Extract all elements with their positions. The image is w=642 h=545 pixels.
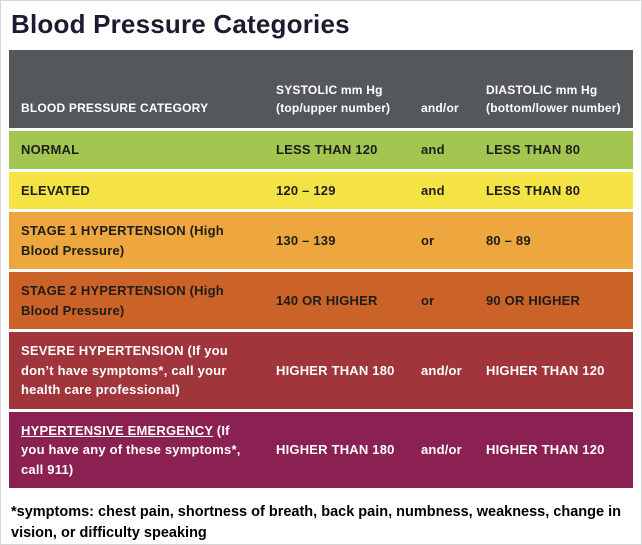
- symptoms-footnote: *symptoms: chest pain, shortness of brea…: [11, 504, 621, 542]
- table-row: ELEVATED 120 – 129 and LESS THAN 80: [9, 171, 633, 210]
- category-cell: SEVERE HYPERTENSION (If you don’t have s…: [9, 332, 264, 409]
- blood-pressure-table: BLOOD PRESSURE CATEGORY SYSTOLIC mm Hg (…: [9, 50, 633, 488]
- systolic-cell: 130 – 139: [276, 232, 336, 248]
- category-text: (If you have any of these symptoms*, cal…: [21, 422, 241, 477]
- diastolic-cell: LESS THAN 80: [486, 182, 581, 198]
- table-header-row: BLOOD PRESSURE CATEGORY SYSTOLIC mm Hg (…: [9, 50, 633, 128]
- category-cell: NORMAL: [9, 131, 264, 169]
- diastolic-cell: 80 – 89: [486, 232, 531, 248]
- table-row: SEVERE HYPERTENSION (If you don’t have s…: [9, 332, 633, 409]
- connector-cell: and/or: [421, 362, 462, 378]
- table-row: NORMAL LESS THAN 120 and LESS THAN 80: [9, 131, 633, 169]
- table-row: STAGE 1 HYPERTENSION (High Blood Pressur…: [9, 212, 633, 269]
- systolic-cell: HIGHER THAN 180: [276, 442, 395, 457]
- category-text: NORMAL: [21, 142, 80, 157]
- category-cell: HYPERTENSIVE EMERGENCY (If you have any …: [9, 412, 264, 489]
- connector-cell: or: [421, 292, 435, 308]
- header-systolic: SYSTOLIC mm Hg (top/upper number): [276, 83, 391, 115]
- connector-cell: or: [421, 232, 435, 248]
- diastolic-cell: LESS THAN 80: [486, 142, 581, 157]
- connector-cell: and: [421, 182, 445, 198]
- connector-cell: and: [421, 142, 445, 157]
- category-underline-text: HYPERTENSIVE EMERGENCY: [21, 422, 213, 438]
- systolic-cell: LESS THAN 120: [276, 142, 378, 157]
- systolic-cell: 120 – 129: [276, 182, 336, 198]
- table-body: NORMAL LESS THAN 120 and LESS THAN 80 EL…: [9, 131, 633, 488]
- diastolic-cell: HIGHER THAN 120: [486, 362, 605, 378]
- category-cell: STAGE 1 HYPERTENSION (High Blood Pressur…: [9, 212, 264, 269]
- diastolic-cell: HIGHER THAN 120: [486, 442, 605, 457]
- table-row: STAGE 2 HYPERTENSION (High Blood Pressur…: [9, 272, 633, 329]
- category-cell: ELEVATED: [9, 172, 264, 210]
- category-text: STAGE 1 HYPERTENSION (High Blood Pressur…: [21, 223, 224, 258]
- header-category: BLOOD PRESSURE CATEGORY: [21, 100, 209, 115]
- header-connector: and/or: [421, 100, 459, 115]
- connector-cell: and/or: [421, 442, 462, 457]
- category-text: STAGE 2 HYPERTENSION (High Blood Pressur…: [21, 283, 224, 318]
- diastolic-cell: 90 OR HIGHER: [486, 292, 581, 308]
- header-diastolic: DIASTOLIC mm Hg (bottom/lower number): [486, 83, 621, 115]
- page-title: Blood Pressure Categories: [11, 9, 350, 39]
- table-row: HYPERTENSIVE EMERGENCY (If you have any …: [9, 411, 633, 489]
- category-cell: STAGE 2 HYPERTENSION (High Blood Pressur…: [9, 272, 264, 329]
- category-text: SEVERE HYPERTENSION (If you don’t have s…: [21, 343, 228, 397]
- systolic-cell: HIGHER THAN 180: [276, 362, 395, 378]
- category-text: ELEVATED: [21, 182, 91, 198]
- systolic-cell: 140 OR HIGHER: [276, 292, 378, 308]
